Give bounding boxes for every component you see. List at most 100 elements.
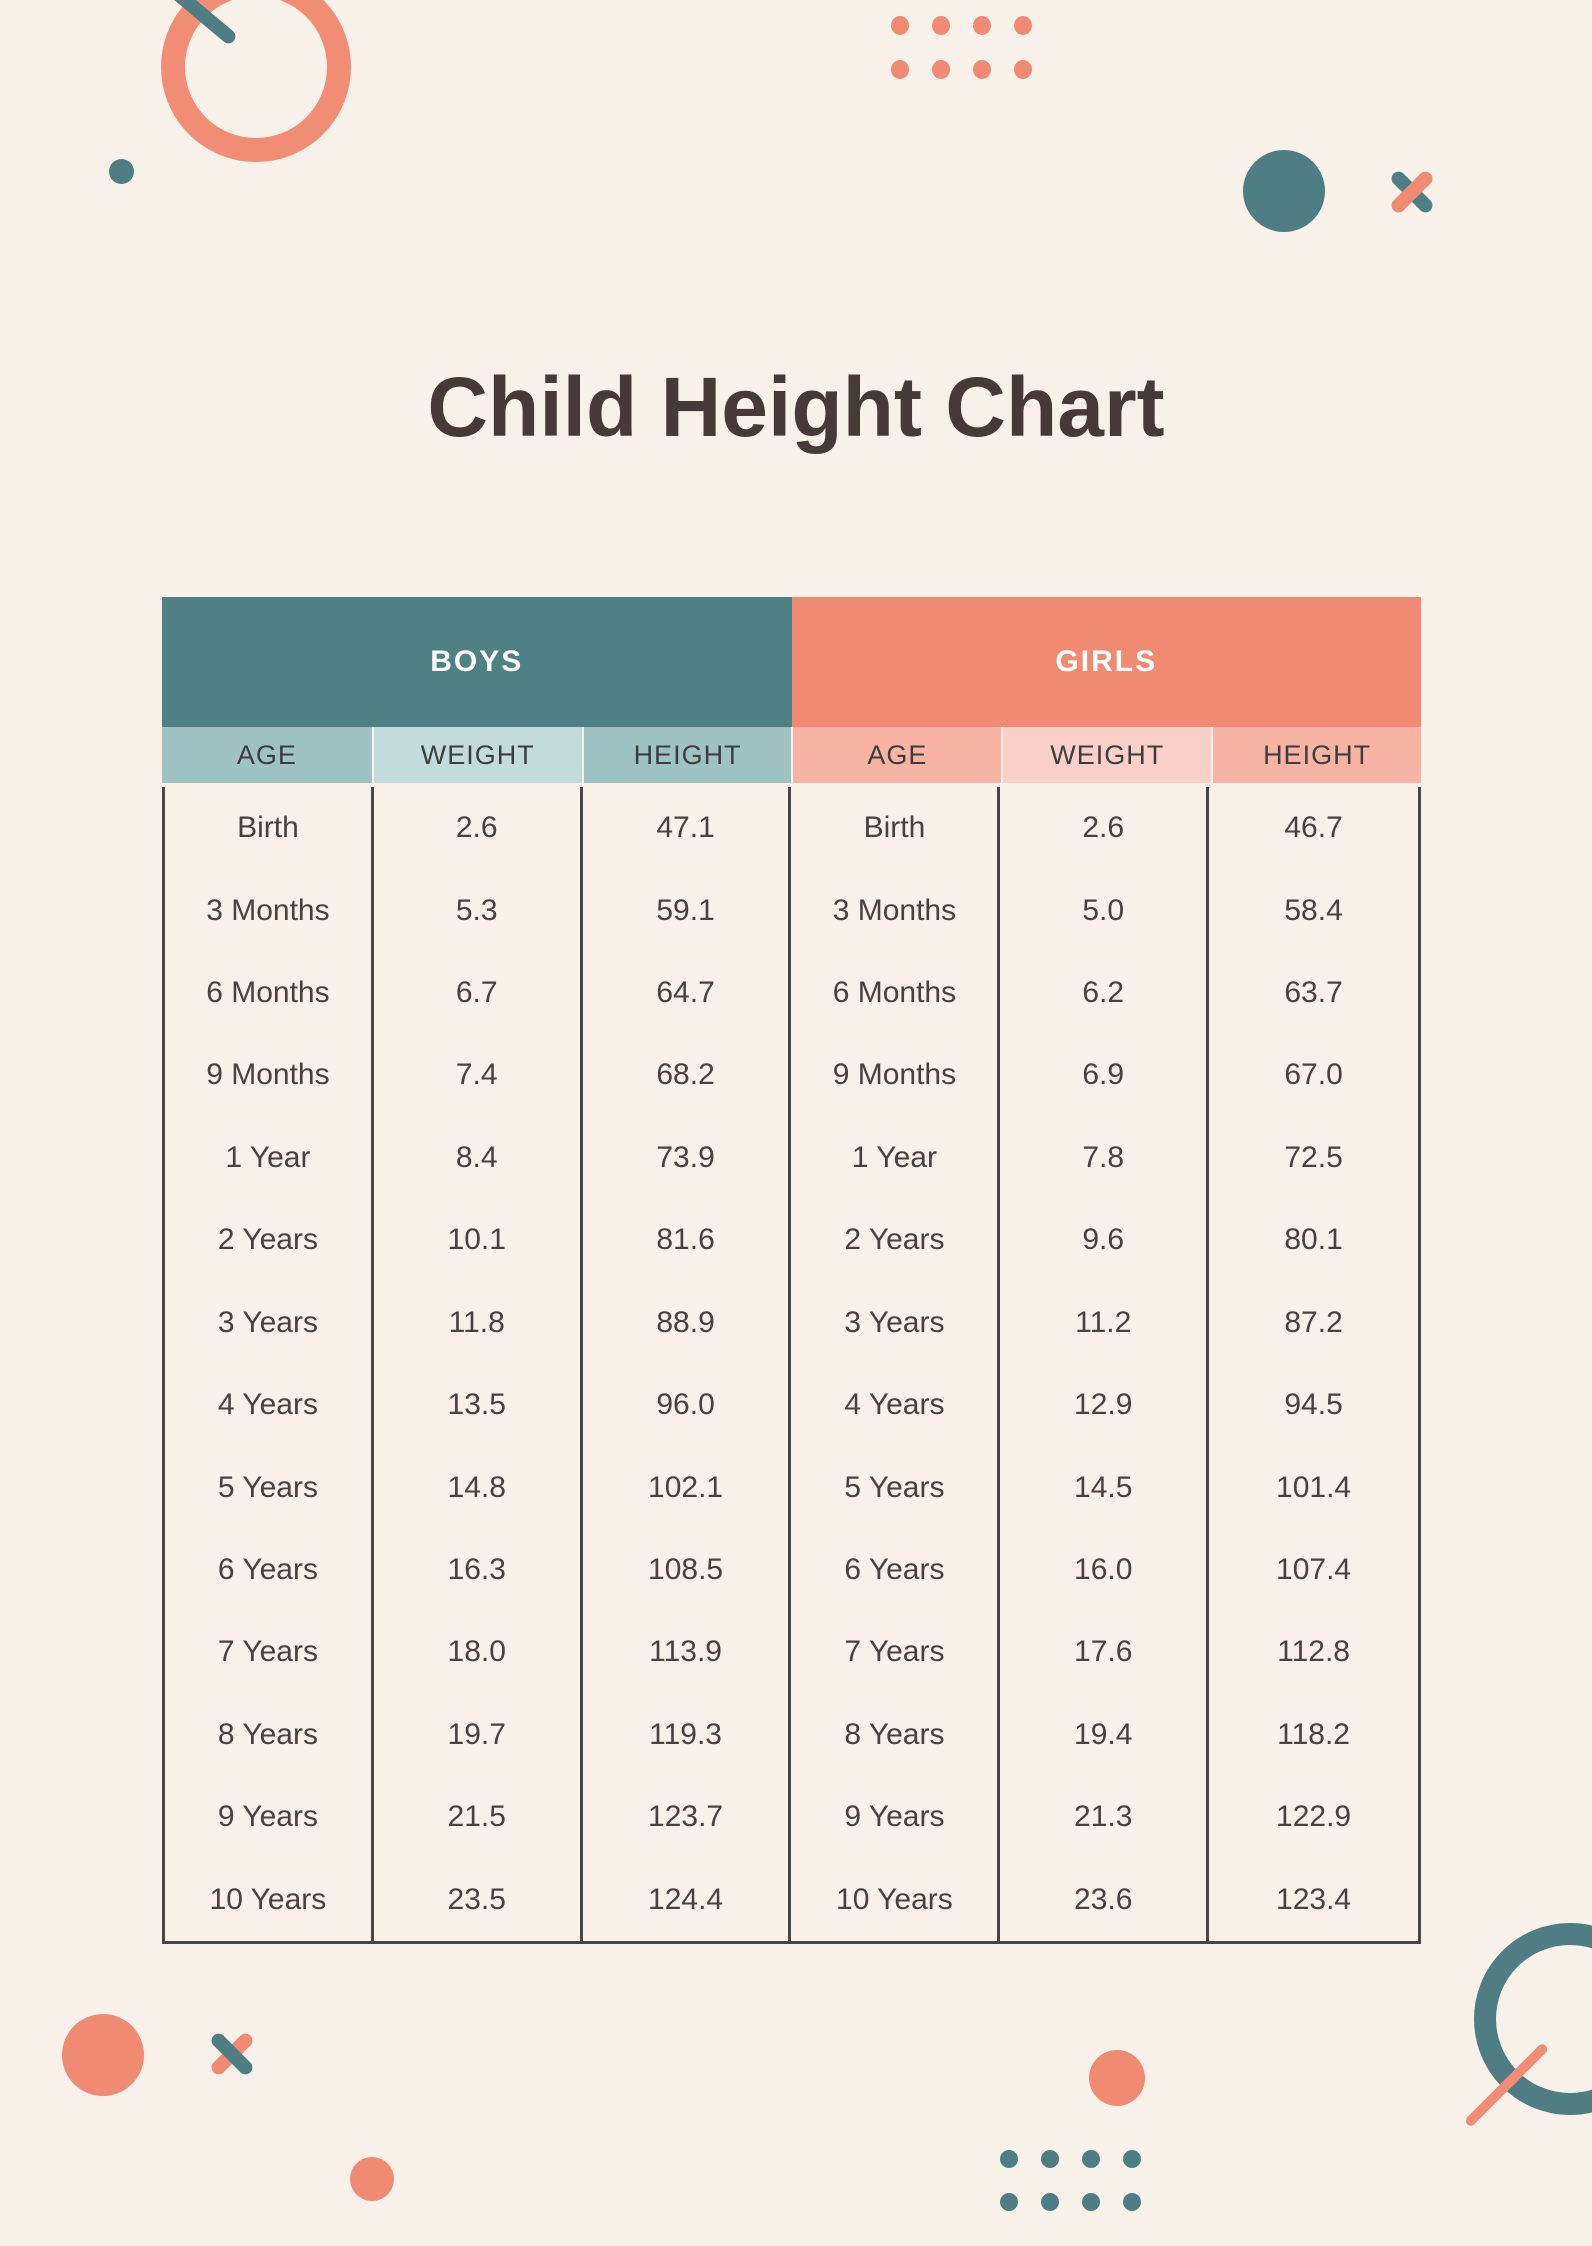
circle-decoration-bottom-left bbox=[62, 2014, 144, 2096]
table-cell: 59.1 bbox=[583, 869, 792, 952]
table-cell: 88.9 bbox=[583, 1281, 792, 1364]
dot-decoration-bottom-right bbox=[1089, 2050, 1145, 2106]
column-header-girls-weight: WEIGHT bbox=[1001, 727, 1212, 783]
table-column-header-row: AGE WEIGHT HEIGHT AGE WEIGHT HEIGHT bbox=[162, 727, 1421, 783]
table-cell: 3 Years bbox=[791, 1281, 1001, 1364]
table-cell: 10 Years bbox=[165, 1858, 374, 1941]
table-cell: 113.9 bbox=[583, 1611, 792, 1694]
table-cell: 94.5 bbox=[1284, 1388, 1343, 1422]
table-cell: 17.6 bbox=[1000, 1611, 1210, 1694]
table-cell: 73.9 bbox=[583, 1116, 792, 1200]
table-cell: 13.5 bbox=[374, 1364, 583, 1447]
table-cell: 81.6 bbox=[583, 1199, 792, 1282]
table-cell: 19.4 bbox=[1000, 1693, 1210, 1777]
table-cell: 68.2 bbox=[583, 1034, 792, 1117]
height-chart-table: BOYS GIRLS AGE WEIGHT HEIGHT AGE WEIGHT … bbox=[162, 597, 1421, 1944]
table-cell: 8 Years bbox=[791, 1693, 1001, 1777]
table-cell: 102.1 bbox=[583, 1446, 792, 1529]
table-cell: 16.0 bbox=[1000, 1528, 1210, 1612]
boys-header: BOYS bbox=[162, 597, 792, 727]
table-cell: 18.0 bbox=[374, 1611, 583, 1694]
ring-decoration-bottom-right bbox=[1474, 1923, 1592, 2115]
table-cell: 67.0 bbox=[1284, 1058, 1343, 1092]
column-header-boys-height: HEIGHT bbox=[581, 727, 792, 783]
table-body: Birth 2.6 47.1 Birth 2.6 46.7 3 Months 5… bbox=[162, 787, 1421, 1944]
table-cell: 87.2 bbox=[1284, 1305, 1343, 1339]
table-cell: 124.4 bbox=[583, 1858, 792, 1941]
girls-header: GIRLS bbox=[791, 597, 1421, 727]
table-cell: 64.7 bbox=[583, 951, 792, 1035]
table-cell: 119.3 bbox=[583, 1693, 792, 1777]
dots-grid-decoration-bottom-right bbox=[1000, 2150, 1141, 2211]
table-cell: 19.7 bbox=[374, 1693, 583, 1777]
table-cell: 101.4 bbox=[1276, 1470, 1352, 1504]
table-cell: Birth bbox=[165, 787, 374, 870]
table-cell: 6 Years bbox=[165, 1528, 374, 1612]
table-cell: 11.8 bbox=[374, 1281, 583, 1364]
small-dot-decoration-bottom-left bbox=[350, 2157, 394, 2201]
table-cell: 118.2 bbox=[1277, 1717, 1350, 1751]
table-cell: 96.0 bbox=[583, 1364, 792, 1447]
table-cell: 12.9 bbox=[1000, 1364, 1210, 1447]
table-cell: 3 Months bbox=[165, 869, 374, 952]
table-cell: 122.9 bbox=[1276, 1800, 1352, 1834]
table-cell: 6 Months bbox=[791, 951, 1001, 1035]
column-header-girls-height: HEIGHT bbox=[1211, 727, 1421, 783]
table-cell: 80.1 bbox=[1284, 1223, 1343, 1257]
column-header-boys-weight: WEIGHT bbox=[371, 727, 582, 783]
ring-decoration-top-left bbox=[161, 0, 351, 162]
table-cell: 107.4 bbox=[1276, 1553, 1352, 1587]
table-cell: 108.5 bbox=[583, 1528, 792, 1612]
dot-decoration-top-left bbox=[109, 159, 134, 184]
table-cell: 21.5 bbox=[374, 1776, 583, 1859]
table-cell: 2.6 bbox=[374, 787, 583, 870]
table-group-header-row: BOYS GIRLS bbox=[162, 597, 1421, 727]
table-cell: 2.6 bbox=[1000, 787, 1210, 870]
table-cell: 7 Years bbox=[791, 1611, 1001, 1694]
table-cell: 58.4 bbox=[1284, 893, 1343, 927]
dots-grid-decoration-top-right bbox=[891, 16, 1032, 79]
table-cell: 10.1 bbox=[374, 1199, 583, 1282]
table-cell: 5 Years bbox=[791, 1446, 1001, 1529]
table-cell: 4 Years bbox=[165, 1364, 374, 1447]
table-cell: 23.6 bbox=[1000, 1858, 1210, 1941]
table-cell: 23.5 bbox=[374, 1858, 583, 1941]
cross-decoration-top-right bbox=[1386, 166, 1438, 218]
table-cell: 112.8 bbox=[1277, 1635, 1350, 1669]
table-cell: 1 Year bbox=[165, 1116, 374, 1200]
table-cell: 8 Years bbox=[165, 1693, 374, 1777]
table-cell: 5.3 bbox=[374, 869, 583, 952]
table-cell: 1 Year bbox=[791, 1116, 1001, 1200]
table-cell: 6 Years bbox=[791, 1528, 1001, 1612]
circle-decoration-top-right bbox=[1243, 150, 1325, 232]
page-title: Child Height Chart bbox=[427, 360, 1165, 455]
table-cell: 5.0 bbox=[1000, 869, 1210, 952]
table-cell: 4 Years bbox=[791, 1364, 1001, 1447]
table-cell: 14.5 bbox=[1000, 1446, 1210, 1529]
table-cell: 6.2 bbox=[1000, 951, 1210, 1035]
table-cell: 3 Years bbox=[165, 1281, 374, 1364]
table-cell: 9 Years bbox=[165, 1776, 374, 1859]
table-cell: 9 Years bbox=[791, 1776, 1001, 1859]
table-cell: 9 Months bbox=[165, 1034, 374, 1117]
table-cell: 2 Years bbox=[791, 1199, 1001, 1282]
cross-decoration-bottom-left bbox=[206, 2028, 258, 2080]
table-cell: 10 Years bbox=[791, 1858, 1001, 1941]
table-cell: 11.2 bbox=[1000, 1281, 1210, 1364]
table-cell: 14.8 bbox=[374, 1446, 583, 1529]
table-cell: 7.4 bbox=[374, 1034, 583, 1117]
table-cell: 123.7 bbox=[583, 1776, 792, 1859]
table-cell: 8.4 bbox=[374, 1116, 583, 1200]
table-cell: 3 Months bbox=[791, 869, 1001, 952]
table-cell: 9.6 bbox=[1000, 1199, 1210, 1282]
table-cell: 47.1 bbox=[583, 787, 792, 870]
column-header-girls-age: AGE bbox=[791, 727, 1002, 783]
table-cell: 6.7 bbox=[374, 951, 583, 1035]
table-cell: Birth bbox=[791, 787, 1001, 870]
table-cell: 5 Years bbox=[165, 1446, 374, 1529]
table-cell: 46.7 bbox=[1284, 811, 1343, 845]
table-cell: 9 Months bbox=[791, 1034, 1001, 1117]
table-cell: 21.3 bbox=[1000, 1776, 1210, 1859]
table-cell: 7.8 bbox=[1000, 1116, 1210, 1200]
